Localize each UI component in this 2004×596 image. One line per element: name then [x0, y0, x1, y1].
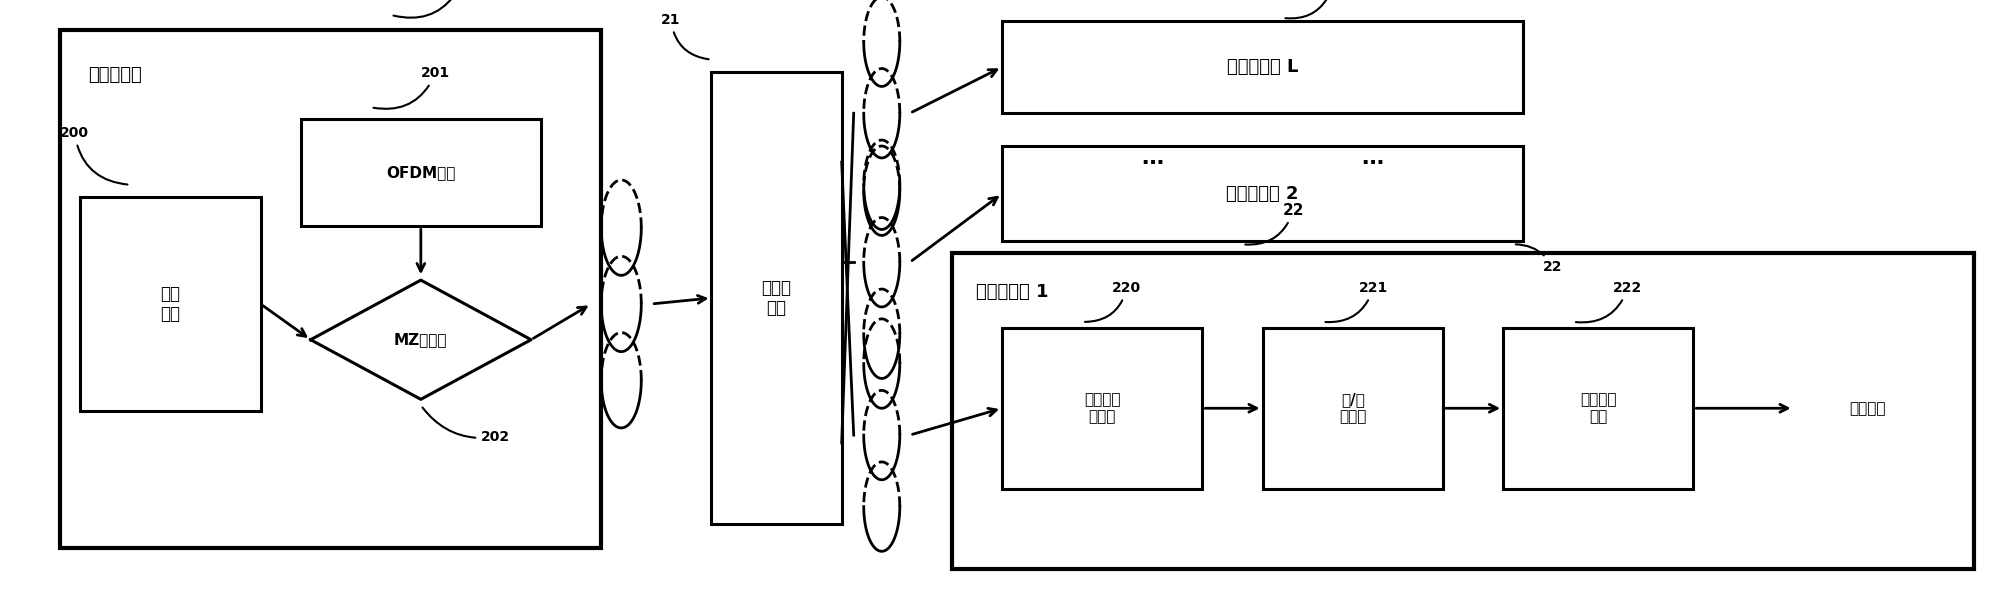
Bar: [1002, 21, 1523, 113]
Text: 光线路终端: 光线路终端: [88, 66, 142, 83]
Bar: [1002, 328, 1202, 489]
Text: 22: 22: [1285, 0, 1343, 18]
Text: 221: 221: [1325, 281, 1389, 322]
Text: 光网络单元 2: 光网络单元 2: [1226, 185, 1299, 203]
Polygon shape: [311, 280, 531, 399]
Text: 202: 202: [423, 408, 511, 444]
Text: 信号处理
单元: 信号处理 单元: [1579, 392, 1617, 424]
Text: OFDM模块: OFDM模块: [387, 165, 455, 181]
Text: 光分配
网络: 光分配 网络: [762, 278, 792, 318]
Text: MZ调制器: MZ调制器: [395, 332, 447, 347]
Text: 激光
光源: 激光 光源: [160, 284, 180, 324]
Text: 220: 220: [1084, 281, 1142, 322]
Text: 22: 22: [1244, 203, 1305, 244]
Text: 20: 20: [393, 0, 473, 18]
Bar: [952, 253, 1974, 569]
Bar: [1503, 328, 1693, 489]
Text: 基带数据: 基带数据: [1850, 401, 1886, 416]
Text: 200: 200: [60, 126, 128, 185]
Bar: [301, 119, 541, 226]
Bar: [80, 197, 261, 411]
Text: 21: 21: [661, 13, 709, 59]
Text: 光网络单元 1: 光网络单元 1: [976, 283, 1048, 301]
Text: 高速光电
探测器: 高速光电 探测器: [1084, 392, 1120, 424]
Text: 模/数
转换器: 模/数 转换器: [1339, 392, 1367, 424]
Bar: [1002, 146, 1523, 241]
Text: 光网络单元 L: 光网络单元 L: [1226, 58, 1299, 76]
Bar: [1263, 328, 1443, 489]
Text: 22: 22: [1515, 244, 1563, 274]
Bar: [711, 72, 842, 524]
Text: …: …: [1361, 148, 1385, 168]
Bar: [60, 30, 601, 548]
Text: 222: 222: [1575, 281, 1643, 322]
Text: …: …: [1140, 148, 1164, 168]
Text: 201: 201: [373, 67, 451, 109]
